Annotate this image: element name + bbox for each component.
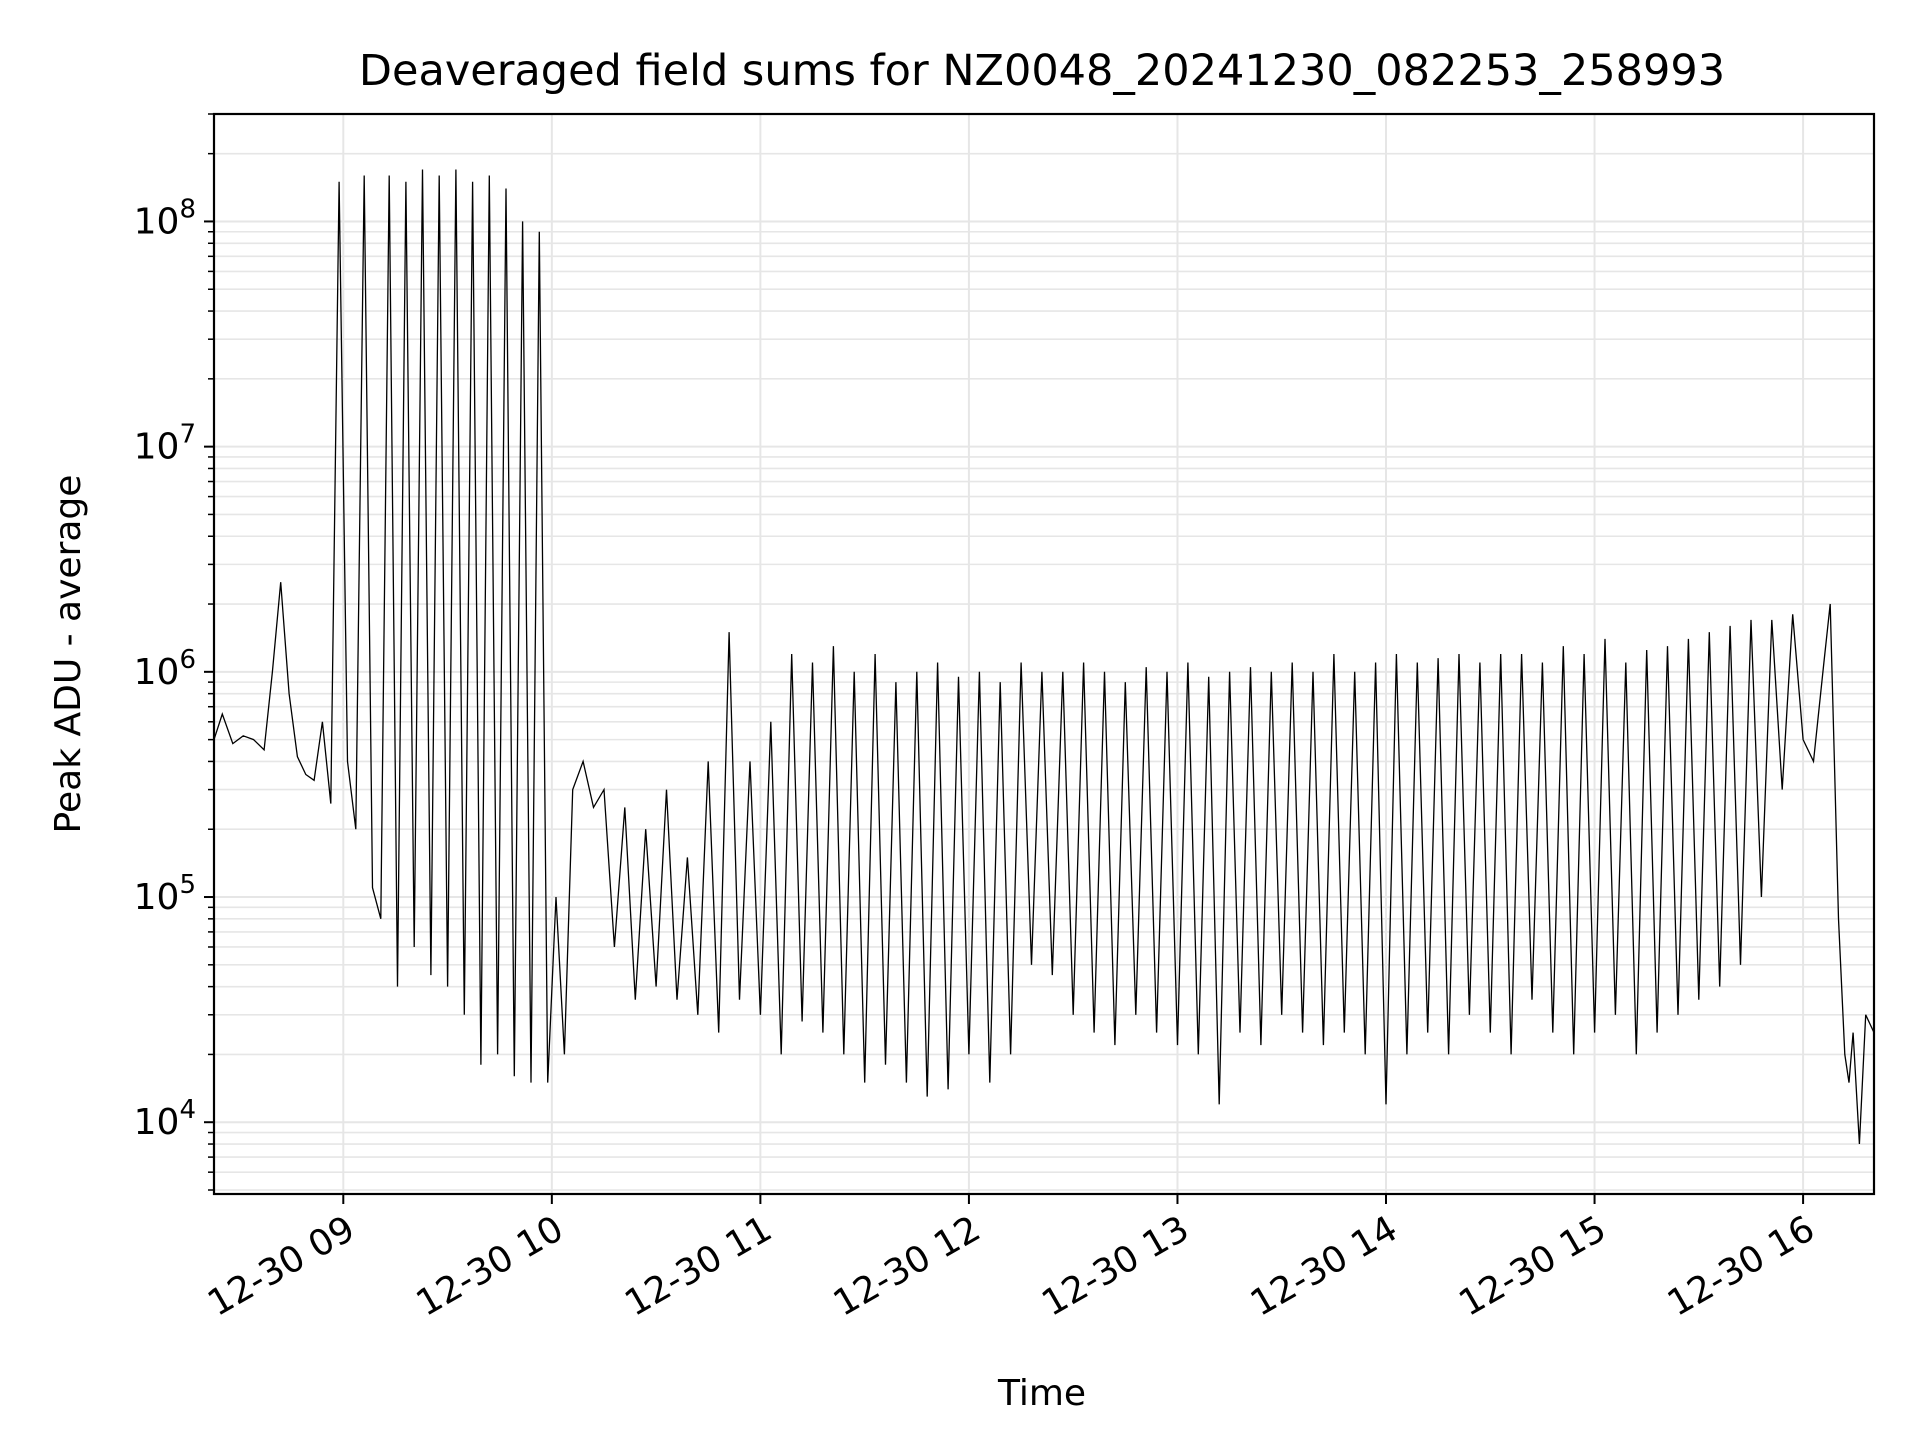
y-tick-label: 104: [134, 1095, 196, 1143]
series-line: [213, 169, 1875, 1145]
plot-frame: [212, 112, 1876, 1196]
x-axis-label: Time: [997, 1373, 1086, 1414]
y-tick-label: 106: [134, 645, 196, 693]
y-axis: 104 105 106 107 108: [134, 113, 214, 1191]
y-axis-label: Peak ADU - average: [48, 475, 89, 834]
series-layer: [213, 169, 1875, 1145]
chart-title: Deaveraged field sums for NZ0048_2024123…: [359, 46, 1725, 96]
y-tick-label: 108: [134, 194, 196, 242]
y-tick-label: 107: [134, 420, 196, 468]
y-tick-label: 105: [134, 870, 196, 918]
